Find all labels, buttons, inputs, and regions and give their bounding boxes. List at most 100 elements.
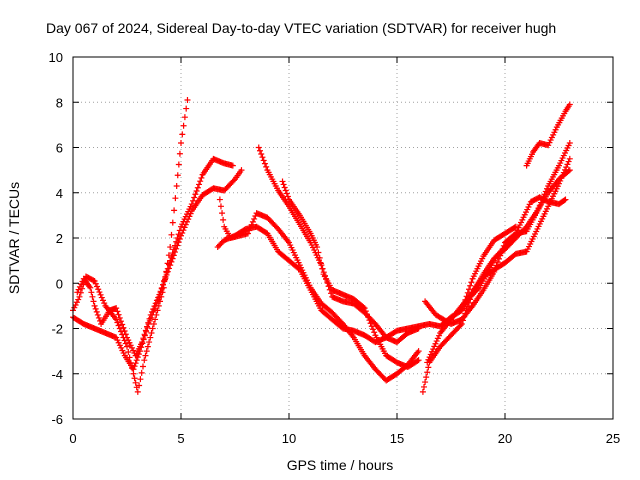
data-point bbox=[319, 265, 326, 272]
data-point bbox=[421, 383, 427, 390]
data-point bbox=[96, 289, 103, 296]
data-point bbox=[116, 314, 123, 321]
x-tick-label: 25 bbox=[606, 431, 620, 446]
data-point bbox=[150, 320, 157, 327]
data-point bbox=[72, 301, 79, 308]
data-point bbox=[167, 244, 174, 251]
data-series-track-3 bbox=[74, 167, 245, 359]
data-point bbox=[182, 221, 189, 228]
data-point bbox=[120, 324, 127, 331]
data-point bbox=[536, 202, 543, 209]
data-point bbox=[562, 196, 569, 203]
data-point bbox=[158, 285, 165, 292]
data-point bbox=[148, 309, 155, 316]
data-point bbox=[168, 231, 175, 238]
data-series-track-7 bbox=[279, 178, 422, 370]
data-point bbox=[161, 278, 168, 285]
data-point bbox=[137, 376, 144, 383]
data-point bbox=[491, 268, 498, 275]
data-point bbox=[180, 122, 187, 129]
data-point bbox=[414, 357, 421, 364]
data-point bbox=[176, 150, 183, 157]
data-point bbox=[185, 216, 192, 223]
data-point bbox=[190, 197, 196, 204]
data-point bbox=[168, 258, 175, 265]
data-point bbox=[92, 280, 99, 287]
data-point bbox=[423, 374, 430, 381]
data-point bbox=[130, 366, 137, 373]
data-point bbox=[142, 352, 149, 359]
data-point bbox=[535, 205, 542, 212]
data-point bbox=[219, 210, 226, 217]
data-point bbox=[560, 169, 567, 176]
data-point bbox=[146, 315, 153, 322]
data-point bbox=[172, 249, 178, 256]
data-point bbox=[362, 308, 369, 315]
data-point bbox=[97, 291, 104, 298]
data-point bbox=[152, 316, 159, 323]
data-point bbox=[238, 167, 245, 174]
chart-title: Day 067 of 2024, Sidereal Day-to-day VTE… bbox=[46, 20, 556, 36]
data-point bbox=[562, 166, 568, 173]
data-point bbox=[371, 329, 378, 336]
data-point bbox=[258, 150, 265, 157]
data-point bbox=[153, 297, 160, 304]
data-point bbox=[100, 297, 106, 304]
data-series-track-10 bbox=[422, 139, 573, 327]
data-point bbox=[176, 236, 183, 243]
data-point bbox=[174, 172, 181, 179]
data-point bbox=[474, 286, 481, 293]
data-point bbox=[150, 306, 157, 313]
data-point bbox=[90, 298, 97, 305]
data-point bbox=[295, 265, 302, 272]
data-point bbox=[138, 369, 145, 376]
data-point bbox=[164, 268, 171, 275]
data-point bbox=[183, 105, 190, 112]
y-tick-label: 6 bbox=[56, 141, 63, 156]
data-point bbox=[494, 259, 501, 266]
data-point bbox=[118, 318, 124, 325]
data-point bbox=[361, 305, 368, 312]
data-point bbox=[116, 325, 123, 332]
data-point bbox=[115, 322, 122, 329]
data-point bbox=[174, 242, 181, 249]
data-point bbox=[566, 139, 573, 146]
data-point bbox=[178, 139, 184, 146]
data-point bbox=[282, 187, 289, 194]
data-point bbox=[179, 229, 186, 236]
data-point bbox=[155, 294, 162, 301]
data-points bbox=[70, 96, 573, 395]
data-point bbox=[434, 335, 441, 342]
data-point bbox=[314, 244, 321, 251]
data-point bbox=[139, 363, 146, 370]
data-point bbox=[259, 154, 266, 161]
data-point bbox=[281, 184, 288, 191]
data-point bbox=[115, 311, 122, 318]
data-point bbox=[139, 339, 146, 346]
x-tick-label: 15 bbox=[390, 431, 404, 446]
data-point bbox=[71, 304, 78, 311]
data-point bbox=[544, 185, 550, 192]
data-point bbox=[147, 311, 154, 318]
data-point bbox=[170, 252, 177, 259]
data-point bbox=[114, 319, 121, 326]
data-point bbox=[468, 279, 475, 286]
data-point bbox=[197, 178, 204, 185]
data-point bbox=[166, 265, 172, 272]
data-point bbox=[260, 157, 267, 164]
data-point bbox=[87, 284, 94, 291]
data-point bbox=[113, 316, 120, 323]
data-point bbox=[124, 343, 130, 350]
data-point bbox=[564, 161, 571, 168]
data-point bbox=[180, 227, 187, 234]
data-point bbox=[93, 308, 100, 315]
data-point bbox=[561, 197, 568, 204]
data-point bbox=[125, 349, 132, 356]
data-point bbox=[467, 282, 474, 289]
data-point bbox=[171, 207, 178, 214]
data-point bbox=[92, 305, 99, 312]
data-point bbox=[196, 181, 202, 188]
data-point bbox=[415, 325, 422, 332]
data-point bbox=[76, 293, 83, 300]
data-point bbox=[557, 177, 564, 184]
